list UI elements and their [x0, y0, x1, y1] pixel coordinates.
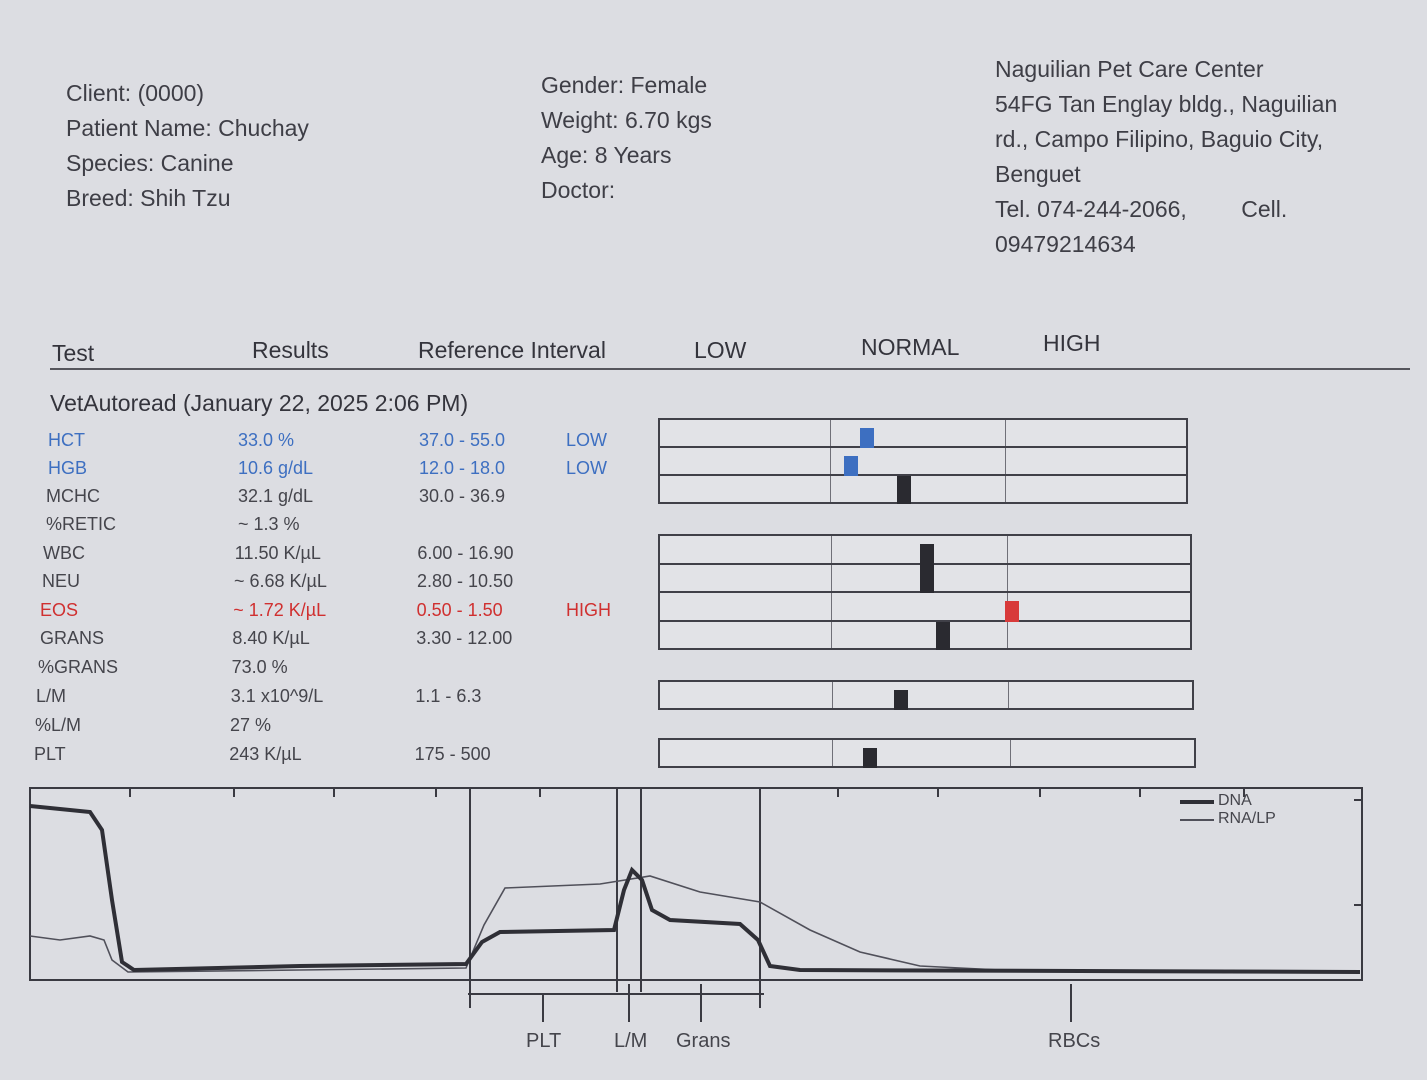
test-result: ~ 1.3 %: [238, 514, 300, 534]
range-marker-wbc: [920, 544, 934, 565]
clinic-address-line2: rd., Campo Filipino, Baguio City,: [995, 126, 1324, 152]
test-result: 3.1 x10^9/L: [230, 686, 324, 706]
clinic-address-line3: Benguet: [995, 161, 1081, 187]
range-graph: [658, 418, 1188, 504]
test-name: %RETIC: [46, 514, 117, 534]
range-marker-hgb: [843, 456, 858, 476]
client-field: Client: (0000): [66, 80, 205, 106]
test-reference: 30.0 - 36.9: [419, 486, 506, 506]
species-field: Species: Canine: [66, 150, 234, 176]
test-name: %GRANS: [38, 657, 119, 677]
test-result: 73.0 %: [231, 657, 288, 677]
plot-ticks: [129, 788, 1362, 906]
column-test: Test: [52, 340, 95, 366]
section-title: VetAutoread (January 22, 2025 2:06 PM): [50, 390, 469, 416]
plot-legend: [1180, 800, 1214, 821]
test-name: NEU: [42, 571, 81, 591]
range-divider: [829, 420, 831, 502]
test-flag: HIGH: [566, 600, 611, 620]
range-marker-neu: [920, 564, 934, 593]
histogram-plot: [29, 787, 1363, 1022]
gender-field: Gender: Female: [541, 72, 708, 98]
test-name: L/M: [36, 686, 67, 706]
test-name: EOS: [40, 600, 79, 620]
clinic-address-line1: 54FG Tan Englay bldg., Naguilian: [995, 91, 1338, 117]
test-reference: 37.0 - 55.0: [419, 430, 506, 450]
clinic-info: Naguilian Pet Care Center 54FG Tan Engla…: [995, 52, 1337, 262]
patient-info-left: Client: (0000) Patient Name: Chuchay Spe…: [66, 76, 309, 216]
range-divider: [832, 740, 834, 766]
range-marker-eos: [1005, 601, 1020, 622]
doctor-field: Doctor:: [541, 177, 616, 203]
legend-rna-label: RNA/LP: [1218, 810, 1276, 827]
range-graph: [658, 680, 1194, 710]
test-reference: 0.50 - 1.50: [416, 600, 503, 620]
clinic-cell-label: Cell.: [1241, 196, 1288, 222]
test-name: HGB: [48, 458, 88, 478]
test-reference: 3.30 - 12.00: [416, 628, 513, 648]
range-row-line: [660, 446, 1186, 448]
range-divider: [831, 682, 833, 708]
column-reference: Reference Interval: [418, 337, 606, 363]
patient-name-field: Patient Name: Chuchay: [66, 115, 309, 141]
rna-lp-curve: [29, 875, 1361, 973]
range-divider: [1009, 740, 1011, 766]
range-marker-plt: [862, 748, 877, 768]
breed-field: Breed: Shih Tzu: [66, 185, 231, 211]
column-high: HIGH: [1043, 330, 1101, 356]
test-reference: 6.00 - 16.90: [417, 543, 514, 563]
range-divider: [1008, 682, 1010, 708]
test-result: 10.6 g/dL: [238, 458, 314, 478]
test-result: 32.1 g/dL: [238, 486, 314, 506]
range-row-line: [660, 619, 1190, 622]
range-row-line: [660, 474, 1186, 476]
plot-frame: [29, 787, 1363, 981]
test-reference: 2.80 - 10.50: [417, 571, 514, 591]
test-result: ~ 1.72 K/µL: [233, 600, 327, 620]
age-field: Age: 8 Years: [541, 142, 672, 168]
legend-dna-label: DNA: [1218, 792, 1252, 809]
test-reference: 1.1 - 6.3: [415, 686, 482, 706]
plot-gates: [469, 788, 761, 1008]
test-result: ~ 6.68 K/µL: [234, 571, 327, 591]
test-name: WBC: [43, 543, 85, 563]
dna-curve: [29, 804, 1361, 974]
range-marker-lm: [894, 690, 909, 710]
range-graph: [658, 738, 1196, 768]
range-graph: [658, 534, 1192, 650]
test-reference: 12.0 - 18.0: [419, 458, 506, 478]
clinic-name: Naguilian Pet Care Center: [995, 56, 1264, 82]
weight-field: Weight: 6.70 kgs: [541, 107, 712, 133]
test-result: 27 %: [230, 715, 272, 735]
range-divider: [1004, 420, 1006, 502]
column-low: LOW: [694, 337, 747, 363]
test-name: %L/M: [35, 715, 82, 735]
axis-label-rbcs: RBCs: [1048, 1030, 1101, 1052]
axis-label-plt: PLT: [526, 1030, 562, 1052]
test-flag: LOW: [566, 430, 608, 450]
range-marker-grans: [936, 621, 951, 650]
test-reference: 175 - 500: [414, 744, 491, 764]
clinic-tel: Tel. 074-244-2066,: [995, 196, 1187, 222]
test-name: MCHC: [46, 486, 100, 506]
test-result: 8.40 K/µL: [232, 628, 310, 648]
test-flag: LOW: [566, 458, 608, 478]
clinic-cell-number: 09479214634: [995, 231, 1136, 257]
range-marker-hct: [859, 428, 874, 448]
test-name: HCT: [48, 430, 85, 450]
clinic-phone-line: Tel. 074-244-2066, Cell.: [995, 192, 1337, 227]
column-results: Results: [252, 337, 329, 363]
test-name: GRANS: [40, 628, 105, 648]
header-divider: [50, 368, 1410, 370]
plot-axis-scale: [468, 984, 1072, 1022]
test-name: PLT: [34, 744, 66, 764]
test-result: 11.50 K/µL: [234, 543, 321, 563]
test-result: 243 K/µL: [229, 744, 302, 764]
test-result: 33.0 %: [238, 430, 295, 450]
axis-label-grans: Grans: [676, 1030, 731, 1052]
column-normal: NORMAL: [861, 334, 960, 360]
axis-label-lm: L/M: [614, 1030, 648, 1052]
range-marker-mchc: [896, 476, 911, 504]
patient-info-middle: Gender: Female Weight: 6.70 kgs Age: 8 Y…: [541, 68, 712, 208]
